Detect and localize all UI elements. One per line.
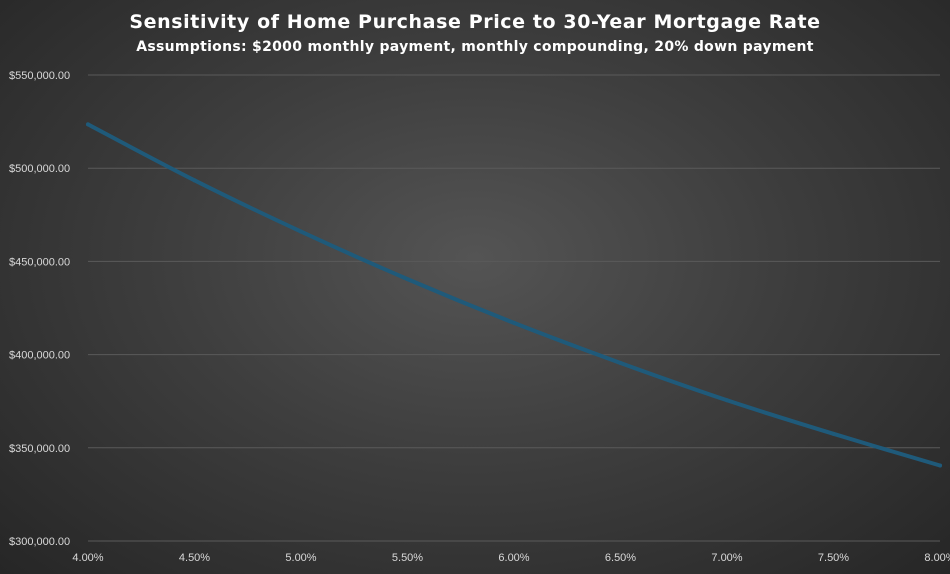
x-tick-label: 5.00% — [285, 552, 316, 564]
y-tick-label: $500,000.00 — [9, 163, 70, 175]
x-tick-label: 6.00% — [498, 552, 529, 564]
data-point — [299, 229, 303, 234]
chart-title: Sensitivity of Home Purchase Price to 30… — [129, 11, 821, 33]
y-tick-label: $400,000.00 — [9, 350, 70, 362]
data-point — [86, 122, 90, 127]
x-tick-label: 7.00% — [711, 552, 742, 564]
series-line — [86, 122, 942, 468]
x-tick-label: 8.00% — [924, 552, 950, 564]
y-tick-label: $350,000.00 — [9, 443, 70, 455]
x-tick-label: 4.00% — [72, 552, 103, 564]
data-point — [405, 277, 410, 282]
y-tick-label: $300,000.00 — [9, 536, 70, 548]
data-point — [938, 463, 942, 468]
data-point — [618, 360, 623, 365]
y-tick-label: $450,000.00 — [9, 256, 70, 268]
data-point — [192, 178, 197, 183]
x-tick-label: 7.50% — [818, 552, 849, 564]
data-point — [512, 320, 516, 325]
x-tick-label: 6.50% — [605, 552, 636, 564]
y-tick-label: $550,000.00 — [9, 70, 70, 82]
chart-subtitle: Assumptions: $2000 monthly payment, mont… — [136, 39, 814, 55]
x-tick-label: 5.50% — [392, 552, 423, 564]
x-tick-label: 4.50% — [179, 552, 210, 564]
data-point — [831, 431, 836, 436]
data-point — [725, 398, 729, 403]
